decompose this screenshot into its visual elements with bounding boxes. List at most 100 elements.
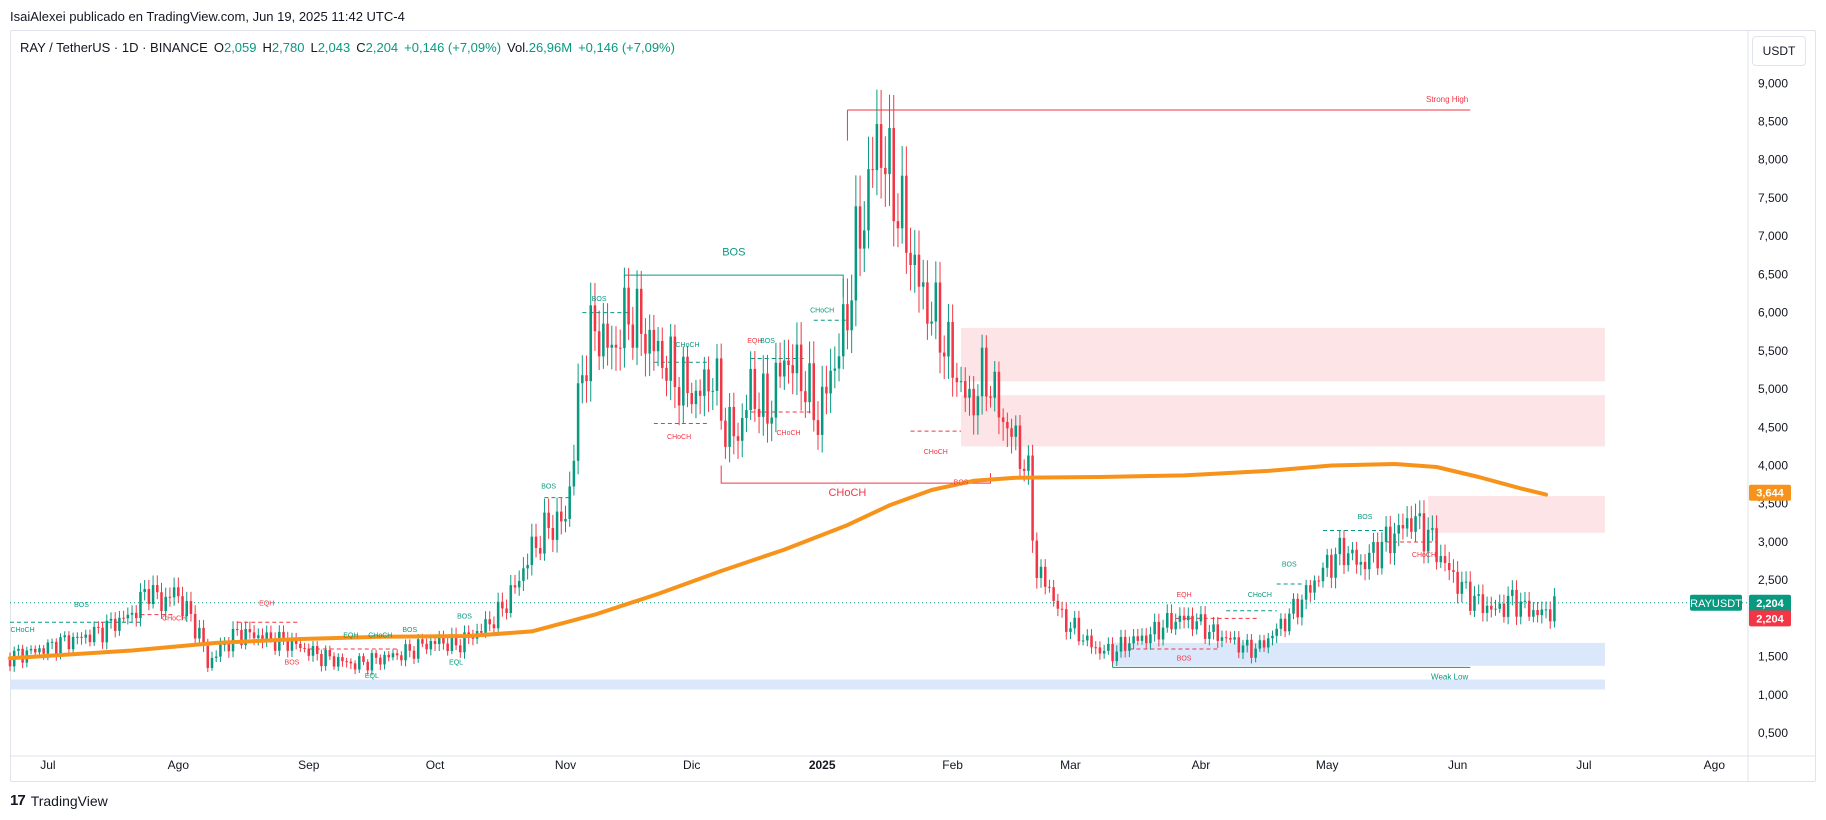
candle-body [964,381,967,398]
candle-body [900,175,904,229]
candle-body [168,596,172,598]
candle-body [686,356,689,394]
candle-body [8,656,12,667]
candle-body [189,601,193,614]
candle-body [560,511,563,522]
candle-body [1027,455,1030,471]
x-tick-label: Dic [683,758,700,772]
candle-body [783,360,786,377]
candle-body [193,613,197,639]
candle-body [109,618,113,621]
tradingview-logo[interactable]: 17 TradingView [10,792,108,809]
candle-body [46,642,50,654]
candle-body [690,393,693,405]
structure-label: CHoCH [828,487,866,499]
candle-body [909,252,912,266]
x-tick-label: May [1316,758,1339,772]
candle-body [791,365,794,374]
candle-body [715,358,719,391]
candle-body [421,639,424,644]
candle-body [1279,618,1283,629]
candle-body [55,641,58,656]
symbol-title[interactable]: RAY / TetherUS · 1D · BINANCE [20,40,208,55]
candle-body [446,643,449,652]
candle-body [1262,640,1266,648]
candle-body [1490,605,1493,610]
structure-label: EQH [1177,592,1192,599]
candle-body [1115,651,1119,662]
candle-body [841,304,845,357]
candle-body [1237,637,1241,653]
candle-body [134,612,138,619]
candle-body [433,641,437,645]
candle-body [92,626,96,643]
candle-body [543,512,546,554]
legend-open: O2,059 [213,40,257,55]
candle-body [164,596,167,612]
candle-body [84,634,88,638]
candle-body [1056,600,1060,609]
candle-body [496,601,500,629]
currency-button[interactable]: USDT [1752,36,1806,66]
candle-body [1241,645,1245,653]
candle-body [1481,594,1485,613]
candle-body [879,124,883,168]
candle-body [1494,608,1497,610]
candle-body [787,360,790,366]
candle-body [257,635,260,639]
candle-body [265,632,268,642]
x-tick-label: Jun [1448,758,1467,772]
candle-body [459,645,462,653]
candle-body [816,420,820,435]
candle-body [1418,513,1422,517]
structure-label: BOS [285,659,300,666]
candle-body [160,592,163,612]
candle-body [1144,635,1148,644]
x-tick-label: 2025 [809,758,836,772]
candle-body [863,230,866,249]
candle-body [235,628,239,631]
candle-body [597,331,601,357]
candle-body [1313,580,1316,593]
candle-body [345,661,348,663]
candle-body [677,387,681,406]
candle-body [425,643,428,650]
candle-body [766,373,769,424]
candle-body [299,643,302,648]
candle-body [50,641,54,643]
y-tick-label: 1,000 [1758,688,1788,702]
candle-body [711,390,715,392]
candle-body [1166,613,1169,628]
candle-body [185,601,189,617]
candle-body [740,418,744,441]
candle-body [1014,425,1018,437]
structure-label: BOS [760,338,775,345]
candle-body [1498,603,1501,609]
candle-body [1123,636,1127,651]
symbol-tag-bg [1690,594,1742,611]
candle-body [1111,643,1114,662]
candle-body [1132,636,1135,644]
candle-body [1153,621,1156,635]
candle-body [1452,570,1455,572]
candle-body [1485,605,1489,613]
x-tick-label: Ago [1704,758,1726,772]
candle-body [694,390,698,405]
y-tick-label: 7,000 [1758,229,1788,243]
candle-body [1069,628,1072,632]
chart-frame [10,30,1816,782]
candle-body [585,375,588,382]
candle-body [627,287,630,325]
candle-body [892,127,895,222]
structure-label: BOS [954,480,969,487]
candle-body [1414,516,1417,532]
structure-label: CHoCH [924,449,948,456]
price-label-bg [1749,610,1791,627]
candle-body [1174,621,1177,630]
candle-body [682,356,685,406]
candle-body [606,323,609,348]
candle-body [1431,528,1434,530]
candle-body [210,657,214,668]
candle-body [1410,518,1413,532]
